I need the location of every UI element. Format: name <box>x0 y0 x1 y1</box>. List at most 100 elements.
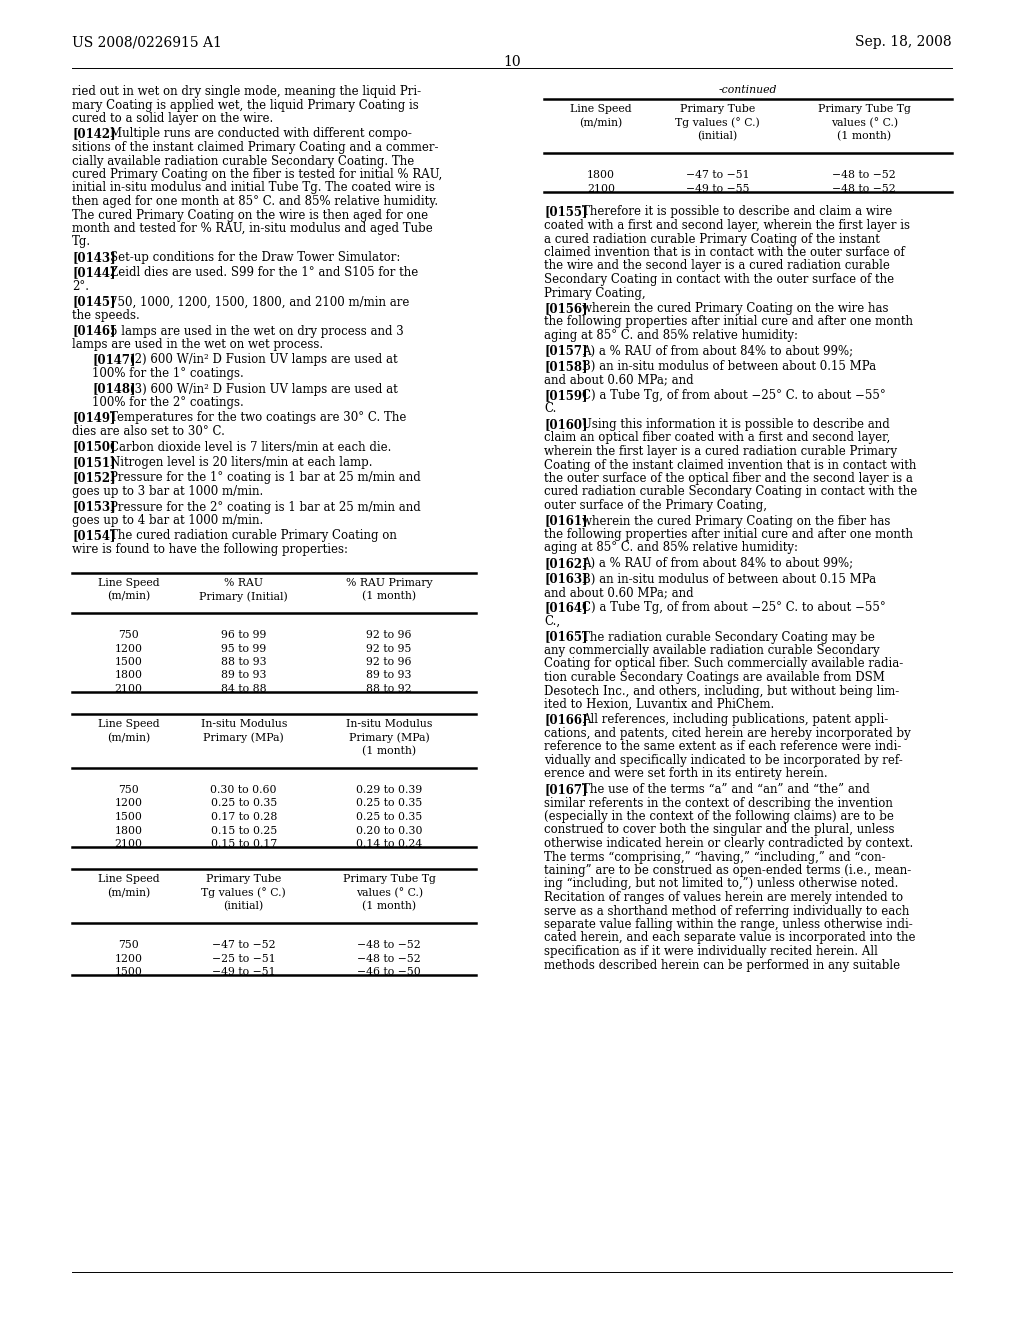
Text: C.,: C., <box>544 615 560 628</box>
Text: [0151]: [0151] <box>72 455 116 469</box>
Text: dies are also set to 30° C.: dies are also set to 30° C. <box>72 425 225 438</box>
Text: The cured radiation curable Primary Coating on: The cured radiation curable Primary Coat… <box>110 529 397 543</box>
Text: Primary Tube Tg: Primary Tube Tg <box>343 874 435 884</box>
Text: (1 month): (1 month) <box>838 131 891 141</box>
Text: 0.20 to 0.30: 0.20 to 0.30 <box>356 825 422 836</box>
Text: Primary Tube: Primary Tube <box>680 104 755 114</box>
Text: aging at 85° C. and 85% relative humidity:: aging at 85° C. and 85% relative humidit… <box>544 541 798 554</box>
Text: −47 to −51: −47 to −51 <box>686 170 750 180</box>
Text: Coating for optical fiber. Such commercially available radia-: Coating for optical fiber. Such commerci… <box>544 657 903 671</box>
Text: Pressure for the 2° coating is 1 bar at 25 m/min and: Pressure for the 2° coating is 1 bar at … <box>110 500 421 513</box>
Text: [0147]: [0147] <box>92 354 135 367</box>
Text: The use of the terms “a” and “an” and “the” and: The use of the terms “a” and “an” and “t… <box>582 783 869 796</box>
Text: Primary (MPa): Primary (MPa) <box>349 733 429 743</box>
Text: [0159]: [0159] <box>544 389 588 403</box>
Text: 1800: 1800 <box>115 825 142 836</box>
Text: (m/min): (m/min) <box>580 117 623 128</box>
Text: the wire and the second layer is a cured radiation curable: the wire and the second layer is a cured… <box>544 260 890 272</box>
Text: In-situ Modulus: In-situ Modulus <box>201 719 287 729</box>
Text: Desotech Inc., and others, including, but without being lim-: Desotech Inc., and others, including, bu… <box>544 685 899 697</box>
Text: 750: 750 <box>118 630 139 640</box>
Text: lamps are used in the wet on wet process.: lamps are used in the wet on wet process… <box>72 338 324 351</box>
Text: A) a % RAU of from about 84% to about 99%;: A) a % RAU of from about 84% to about 99… <box>582 345 853 358</box>
Text: similar referents in the context of describing the invention: similar referents in the context of desc… <box>544 796 893 809</box>
Text: cured Primary Coating on the fiber is tested for initial % RAU,: cured Primary Coating on the fiber is te… <box>72 168 442 181</box>
Text: the outer surface of the optical fiber and the second layer is a: the outer surface of the optical fiber a… <box>544 473 912 484</box>
Text: separate value falling within the range, unless otherwise indi-: separate value falling within the range,… <box>544 917 912 931</box>
Text: Tg values (° C.): Tg values (° C.) <box>202 887 286 899</box>
Text: otherwise indicated herein or clearly contradicted by context.: otherwise indicated herein or clearly co… <box>544 837 913 850</box>
Text: [0162]: [0162] <box>544 557 588 570</box>
Text: 1800: 1800 <box>115 671 142 681</box>
Text: 96 to 99: 96 to 99 <box>221 630 266 640</box>
Text: (initial): (initial) <box>223 902 264 911</box>
Text: reference to the same extent as if each reference were indi-: reference to the same extent as if each … <box>544 741 901 754</box>
Text: methods described herein can be performed in any suitable: methods described herein can be performe… <box>544 958 900 972</box>
Text: Primary Coating,: Primary Coating, <box>544 286 645 300</box>
Text: [0156]: [0156] <box>544 302 588 315</box>
Text: [0155]: [0155] <box>544 206 588 219</box>
Text: the following properties after initial cure and after one month: the following properties after initial c… <box>544 315 913 329</box>
Text: B) an in-situ modulus of between about 0.15 MPa: B) an in-situ modulus of between about 0… <box>582 360 877 374</box>
Text: Line Speed: Line Speed <box>97 874 160 884</box>
Text: [0143]: [0143] <box>72 251 116 264</box>
Text: (m/min): (m/min) <box>106 733 151 743</box>
Text: Secondary Coating in contact with the outer surface of the: Secondary Coating in contact with the ou… <box>544 273 894 286</box>
Text: 88 to 93: 88 to 93 <box>221 657 266 667</box>
Text: Nitrogen level is 20 liters/min at each lamp.: Nitrogen level is 20 liters/min at each … <box>110 455 373 469</box>
Text: Line Speed: Line Speed <box>97 578 160 587</box>
Text: and about 0.60 MPa; and: and about 0.60 MPa; and <box>544 374 693 387</box>
Text: −49 to −51: −49 to −51 <box>212 968 275 977</box>
Text: 95 to 99: 95 to 99 <box>221 644 266 653</box>
Text: −48 to −52: −48 to −52 <box>357 940 421 950</box>
Text: Tg.: Tg. <box>72 235 91 248</box>
Text: 92 to 96: 92 to 96 <box>367 657 412 667</box>
Text: the speeds.: the speeds. <box>72 309 139 322</box>
Text: tion curable Secondary Coatings are available from DSM: tion curable Secondary Coatings are avai… <box>544 671 885 684</box>
Text: 100% for the 2° coatings.: 100% for the 2° coatings. <box>92 396 244 409</box>
Text: Line Speed: Line Speed <box>570 104 632 114</box>
Text: 1200: 1200 <box>115 644 142 653</box>
Text: 0.15 to 0.17: 0.15 to 0.17 <box>211 840 276 849</box>
Text: [0158]: [0158] <box>544 360 588 374</box>
Text: 89 to 93: 89 to 93 <box>221 671 266 681</box>
Text: C.: C. <box>544 403 556 416</box>
Text: 2°.: 2°. <box>72 280 89 293</box>
Text: 750: 750 <box>118 940 139 950</box>
Text: The cured Primary Coating on the wire is then aged for one: The cured Primary Coating on the wire is… <box>72 209 428 222</box>
Text: construed to cover both the singular and the plural, unless: construed to cover both the singular and… <box>544 824 895 837</box>
Text: serve as a shorthand method of referring individually to each: serve as a shorthand method of referring… <box>544 904 909 917</box>
Text: US 2008/0226915 A1: US 2008/0226915 A1 <box>72 36 222 49</box>
Text: 92 to 95: 92 to 95 <box>367 644 412 653</box>
Text: −48 to −52: −48 to −52 <box>833 170 896 180</box>
Text: Line Speed: Line Speed <box>97 719 160 729</box>
Text: −25 to −51: −25 to −51 <box>212 953 275 964</box>
Text: % RAU Primary: % RAU Primary <box>346 578 432 587</box>
Text: sitions of the instant claimed Primary Coating and a commer-: sitions of the instant claimed Primary C… <box>72 141 438 154</box>
Text: aging at 85° C. and 85% relative humidity:: aging at 85° C. and 85% relative humidit… <box>544 329 798 342</box>
Text: wherein the cured Primary Coating on the wire has: wherein the cured Primary Coating on the… <box>582 302 889 315</box>
Text: [0145]: [0145] <box>72 296 116 309</box>
Text: erence and were set forth in its entirety herein.: erence and were set forth in its entiret… <box>544 767 827 780</box>
Text: Set-up conditions for the Draw Tower Simulator:: Set-up conditions for the Draw Tower Sim… <box>110 251 400 264</box>
Text: then aged for one month at 85° C. and 85% relative humidity.: then aged for one month at 85° C. and 85… <box>72 195 438 209</box>
Text: Zeidl dies are used. S99 for the 1° and S105 for the: Zeidl dies are used. S99 for the 1° and … <box>110 267 418 280</box>
Text: (3) 600 W/in² D Fusion UV lamps are used at: (3) 600 W/in² D Fusion UV lamps are used… <box>130 383 397 396</box>
Text: [0160]: [0160] <box>544 418 588 432</box>
Text: vidually and specifically indicated to be incorporated by ref-: vidually and specifically indicated to b… <box>544 754 903 767</box>
Text: C) a Tube Tg, of from about −25° C. to about −55°: C) a Tube Tg, of from about −25° C. to a… <box>582 602 886 615</box>
Text: Recitation of ranges of values herein are merely intended to: Recitation of ranges of values herein ar… <box>544 891 903 904</box>
Text: (m/min): (m/min) <box>106 591 151 602</box>
Text: [0146]: [0146] <box>72 325 116 338</box>
Text: B) an in-situ modulus of between about 0.15 MPa: B) an in-situ modulus of between about 0… <box>582 573 877 586</box>
Text: [0149]: [0149] <box>72 412 116 425</box>
Text: 0.15 to 0.25: 0.15 to 0.25 <box>211 825 276 836</box>
Text: 2100: 2100 <box>587 183 615 194</box>
Text: 92 to 96: 92 to 96 <box>367 630 412 640</box>
Text: values (° C.): values (° C.) <box>355 887 423 898</box>
Text: 10: 10 <box>503 55 521 69</box>
Text: 84 to 88: 84 to 88 <box>221 684 266 694</box>
Text: (1 month): (1 month) <box>362 902 416 911</box>
Text: 5 lamps are used in the wet on dry process and 3: 5 lamps are used in the wet on dry proce… <box>110 325 403 338</box>
Text: 1800: 1800 <box>587 170 615 180</box>
